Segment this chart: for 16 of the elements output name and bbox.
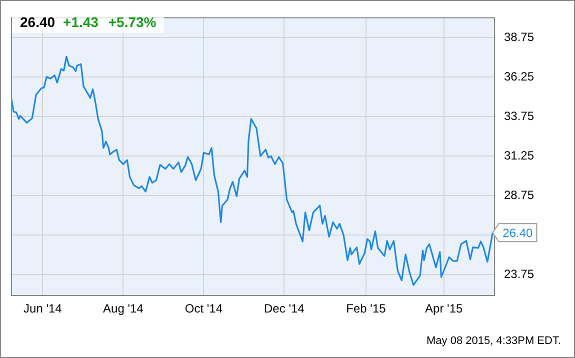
y-tick-label: 23.75 <box>504 266 534 281</box>
y-tick-label: 31.25 <box>504 148 534 162</box>
y-tick-label: 28.75 <box>504 188 534 202</box>
x-tick-label: Oct '14 <box>184 302 223 316</box>
y-tick-label: 36.25 <box>504 69 534 84</box>
x-tick-label: Feb '15 <box>346 302 386 316</box>
chart-subtitle: +1.43 +5.73% <box>63 14 156 30</box>
annotation: 26.40 <box>502 226 534 240</box>
y-tick-label: 38.75 <box>504 30 534 44</box>
text: May 08 2015, 4:33PM EDT. <box>426 335 561 347</box>
x-tick-label: Jun '14 <box>24 302 62 316</box>
chart-title: 26.40 <box>20 14 56 30</box>
y-tick-label: 33.75 <box>504 108 534 123</box>
x-tick-label: Apr '15 <box>425 302 463 316</box>
x-tick-label: Aug '14 <box>103 302 144 316</box>
x-tick-label: Dec '14 <box>264 302 305 316</box>
